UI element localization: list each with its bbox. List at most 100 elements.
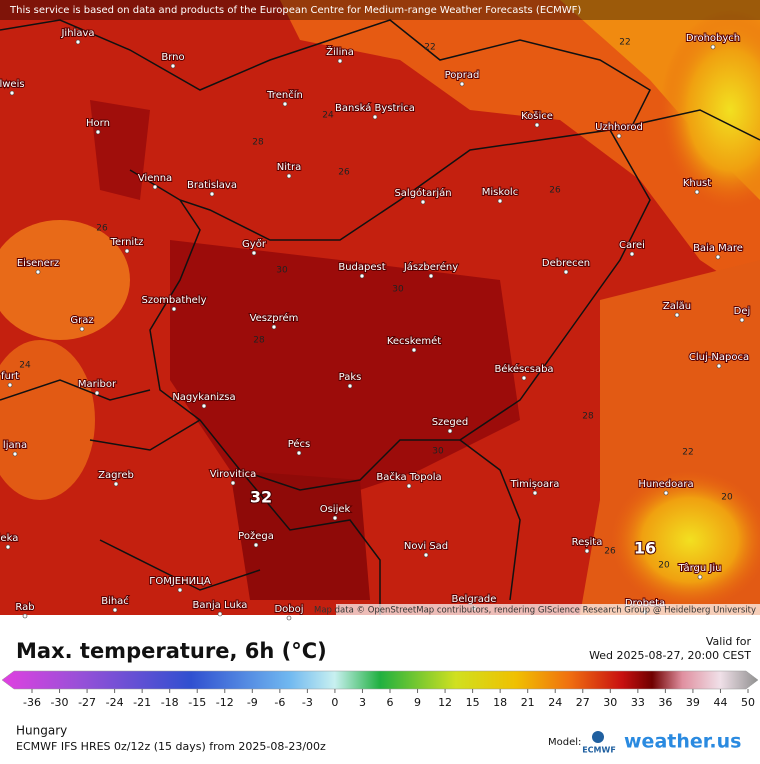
extreme-value: 32 xyxy=(250,488,272,507)
city-label: Bihać xyxy=(101,595,129,607)
city-label: Osijek xyxy=(320,504,351,515)
city-dot xyxy=(9,90,15,96)
contour-label: 26 xyxy=(549,186,561,196)
scale-tick-label: -21 xyxy=(133,696,151,709)
city-dot xyxy=(521,375,527,381)
city-dot xyxy=(22,613,28,619)
scale-tick-label: -30 xyxy=(51,696,69,709)
city-dot xyxy=(209,191,215,197)
city-dot xyxy=(286,173,292,179)
contour-label: 26 xyxy=(96,224,108,234)
city-dot xyxy=(112,607,118,613)
city-label: ГОМЈЕНИЦА xyxy=(149,576,211,587)
city-label: Horn xyxy=(86,118,110,129)
city-dot xyxy=(584,548,590,554)
city-label: Nitra xyxy=(277,162,301,173)
city-label: Târgu Jiu xyxy=(678,562,722,574)
city-dot xyxy=(447,428,453,434)
city-dot xyxy=(286,615,292,621)
brand-logo[interactable]: weather.us xyxy=(624,731,741,753)
city-dot xyxy=(739,317,745,323)
city-dot xyxy=(282,101,288,107)
region: Hungary xyxy=(16,724,67,738)
city-dot xyxy=(170,63,176,69)
scale-tick-label: 12 xyxy=(438,696,452,709)
city-label: Belgrade xyxy=(452,594,497,605)
scale-tick-label: -27 xyxy=(78,696,96,709)
city-dot xyxy=(532,490,538,496)
city-dot xyxy=(710,44,716,50)
contour-label: 20 xyxy=(658,561,670,571)
scale-tick-label: -12 xyxy=(216,696,234,709)
city-label: Doboj xyxy=(274,604,303,615)
city-label: Jihlava xyxy=(60,28,94,39)
city-label: lweis xyxy=(0,79,25,90)
city-label: Khust xyxy=(683,178,711,189)
city-label: Brno xyxy=(161,52,184,63)
ecmwf-text: ECMWF xyxy=(582,746,616,755)
scale-tick-label: 30 xyxy=(603,696,617,709)
contour-label: 26 xyxy=(604,547,616,557)
city-label: Vienna xyxy=(138,173,172,184)
city-dot xyxy=(124,248,130,254)
city-label: Győr xyxy=(242,238,267,250)
city-dot xyxy=(497,198,503,204)
city-label: Žilina xyxy=(326,45,354,58)
city-dot xyxy=(359,273,365,279)
city-label: Kecskemét xyxy=(387,335,441,347)
model-run: ECMWF IFS HRES 0z/12z (15 days) from 202… xyxy=(16,740,326,753)
contour-label: 26 xyxy=(338,168,350,178)
contour-label: 24 xyxy=(322,111,334,121)
legend-title: Max. temperature, 6h (°C) xyxy=(16,639,327,663)
city-dot xyxy=(152,184,158,190)
city-dot xyxy=(75,39,81,45)
city-label: ieka xyxy=(0,533,18,544)
city-label: Jászberény xyxy=(403,261,458,273)
city-dot xyxy=(663,490,669,496)
map-credit: Map data © OpenStreetMap contributors, r… xyxy=(314,606,756,616)
city-dot xyxy=(5,544,11,550)
city-dot xyxy=(7,382,13,388)
city-label: furt xyxy=(1,371,19,382)
city-label: Salgótarján xyxy=(394,187,451,199)
city-label: Reșita xyxy=(572,537,603,548)
city-dot xyxy=(35,269,41,275)
city-dot xyxy=(230,480,236,486)
city-dot xyxy=(697,574,703,580)
city-label: Cluj-Napoca xyxy=(689,352,749,363)
scale-tick-label: 21 xyxy=(521,696,535,709)
city-label: Nagykanizsa xyxy=(172,392,235,403)
city-dot xyxy=(411,347,417,353)
city-dot xyxy=(177,587,183,593)
city-label: Novi Sad xyxy=(404,541,448,552)
city-dot xyxy=(459,81,465,87)
city-label: Miskolc xyxy=(482,187,518,198)
city-label: Banská Bystrica xyxy=(335,102,415,114)
ecmwf-logo xyxy=(592,731,604,743)
city-dot xyxy=(534,122,540,128)
scale-tick-label: 24 xyxy=(548,696,562,709)
city-label: Hunedoara xyxy=(638,479,693,490)
contour-label: 20 xyxy=(721,493,733,503)
city-dot xyxy=(296,450,302,456)
city-label: Veszprém xyxy=(250,312,299,324)
city-label: Zagreb xyxy=(98,470,134,481)
contour-label: 30 xyxy=(432,447,444,457)
city-dot xyxy=(372,114,378,120)
scale-tick-label: 18 xyxy=(493,696,507,709)
city-dot xyxy=(271,324,277,330)
city-dot xyxy=(423,552,429,558)
city-label: Budapest xyxy=(338,262,385,273)
scale-tick-label: -15 xyxy=(188,696,206,709)
city-dot xyxy=(94,390,100,396)
city-label: Békéscsaba xyxy=(494,363,553,375)
extreme-value: 16 xyxy=(634,539,656,558)
contour-label: 22 xyxy=(682,448,693,458)
city-label: Poprad xyxy=(445,70,480,81)
city-dot xyxy=(629,251,635,257)
scale-tick-label: 15 xyxy=(466,696,480,709)
city-label: Baia Mare xyxy=(693,243,743,254)
city-label: Dej xyxy=(734,306,751,317)
